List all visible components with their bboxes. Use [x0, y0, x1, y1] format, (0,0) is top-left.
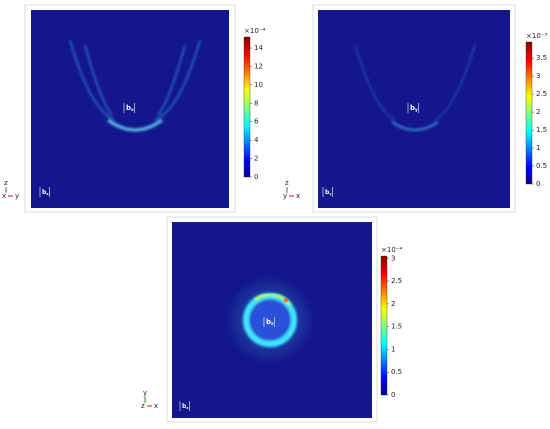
colorbar-tick-label: 2: [254, 155, 258, 163]
colorbar-tick-label: 0.5: [536, 162, 547, 170]
colorbar-tick-label: 0: [536, 180, 540, 188]
field-subscript: y: [415, 107, 418, 112]
colorbar-tick-label: 3: [536, 72, 540, 80]
colorbar-tick-label: 2.5: [536, 90, 547, 98]
colorbar-tick-label: 3: [391, 254, 395, 262]
field-label: by: [325, 189, 332, 197]
colorbar-tick-label: 12: [254, 62, 263, 70]
field-name: b: [266, 318, 271, 326]
colorbar-tick-label: 6: [254, 118, 259, 126]
field-pattern: [354, 44, 476, 131]
axis-label: y: [15, 192, 19, 200]
colorbar: [525, 41, 533, 185]
colorbar: [380, 255, 388, 396]
colorbar: [243, 36, 251, 178]
field-label: bz: [182, 403, 188, 411]
colorbar-tick-label: 0.5: [391, 368, 402, 376]
colorbar-tick-label: 1: [536, 144, 540, 152]
field-subscript: x: [46, 192, 49, 196]
colorbar-tick-label: 4: [254, 136, 259, 144]
colorbar-tick-label: 8: [254, 99, 258, 107]
field-name: b: [182, 403, 187, 410]
colorbar-tick-label: 2: [391, 300, 395, 308]
field-name: b: [126, 104, 131, 112]
field-pattern: [225, 275, 315, 365]
field-label: by: [410, 104, 418, 112]
heatmap: [31, 10, 229, 208]
field-subscript: y: [329, 192, 332, 196]
colorbar-tick-label: 2: [536, 108, 540, 116]
axis-label: y: [143, 389, 147, 397]
colorbar-tick-label: 0: [391, 391, 395, 399]
heatmap: [318, 10, 510, 208]
axis-label: x: [154, 402, 158, 410]
field-subscript: z: [271, 321, 274, 326]
axis-label: y: [283, 192, 287, 200]
field-name: b: [325, 189, 330, 196]
colorbar-tick-label: 3.5: [536, 54, 547, 62]
axis-label: z: [4, 179, 8, 187]
field-subscript: x: [131, 107, 134, 112]
colorbar-tick-label: 14: [254, 44, 263, 52]
colorbar-exponent: ×10⁻⁴: [244, 27, 265, 35]
axis-label: z: [141, 402, 145, 410]
colorbar-tick-label: 1.5: [536, 126, 547, 134]
colorbar-tick-label: 1: [391, 345, 395, 353]
field-subscript: z: [186, 406, 188, 410]
colorbar-tick-label: 0: [254, 173, 258, 181]
axis-label: x: [2, 192, 6, 200]
field-pattern: [69, 39, 201, 132]
field-name: b: [42, 189, 47, 196]
axis-label: z: [285, 179, 289, 187]
colorbar-exponent: ×10⁻⁴: [381, 246, 402, 254]
colorbar-tick-label: 2.5: [391, 277, 402, 285]
field-label: bx: [42, 189, 49, 197]
axis-label: x: [296, 192, 300, 200]
colorbar-tick-label: 1.5: [391, 323, 402, 331]
colorbar-tick-label: 10: [254, 81, 263, 89]
field-label: bz: [266, 318, 274, 326]
field-label: bx: [126, 104, 134, 112]
field-name: b: [410, 104, 415, 112]
colorbar-exponent: ×10⁻³: [526, 32, 547, 40]
